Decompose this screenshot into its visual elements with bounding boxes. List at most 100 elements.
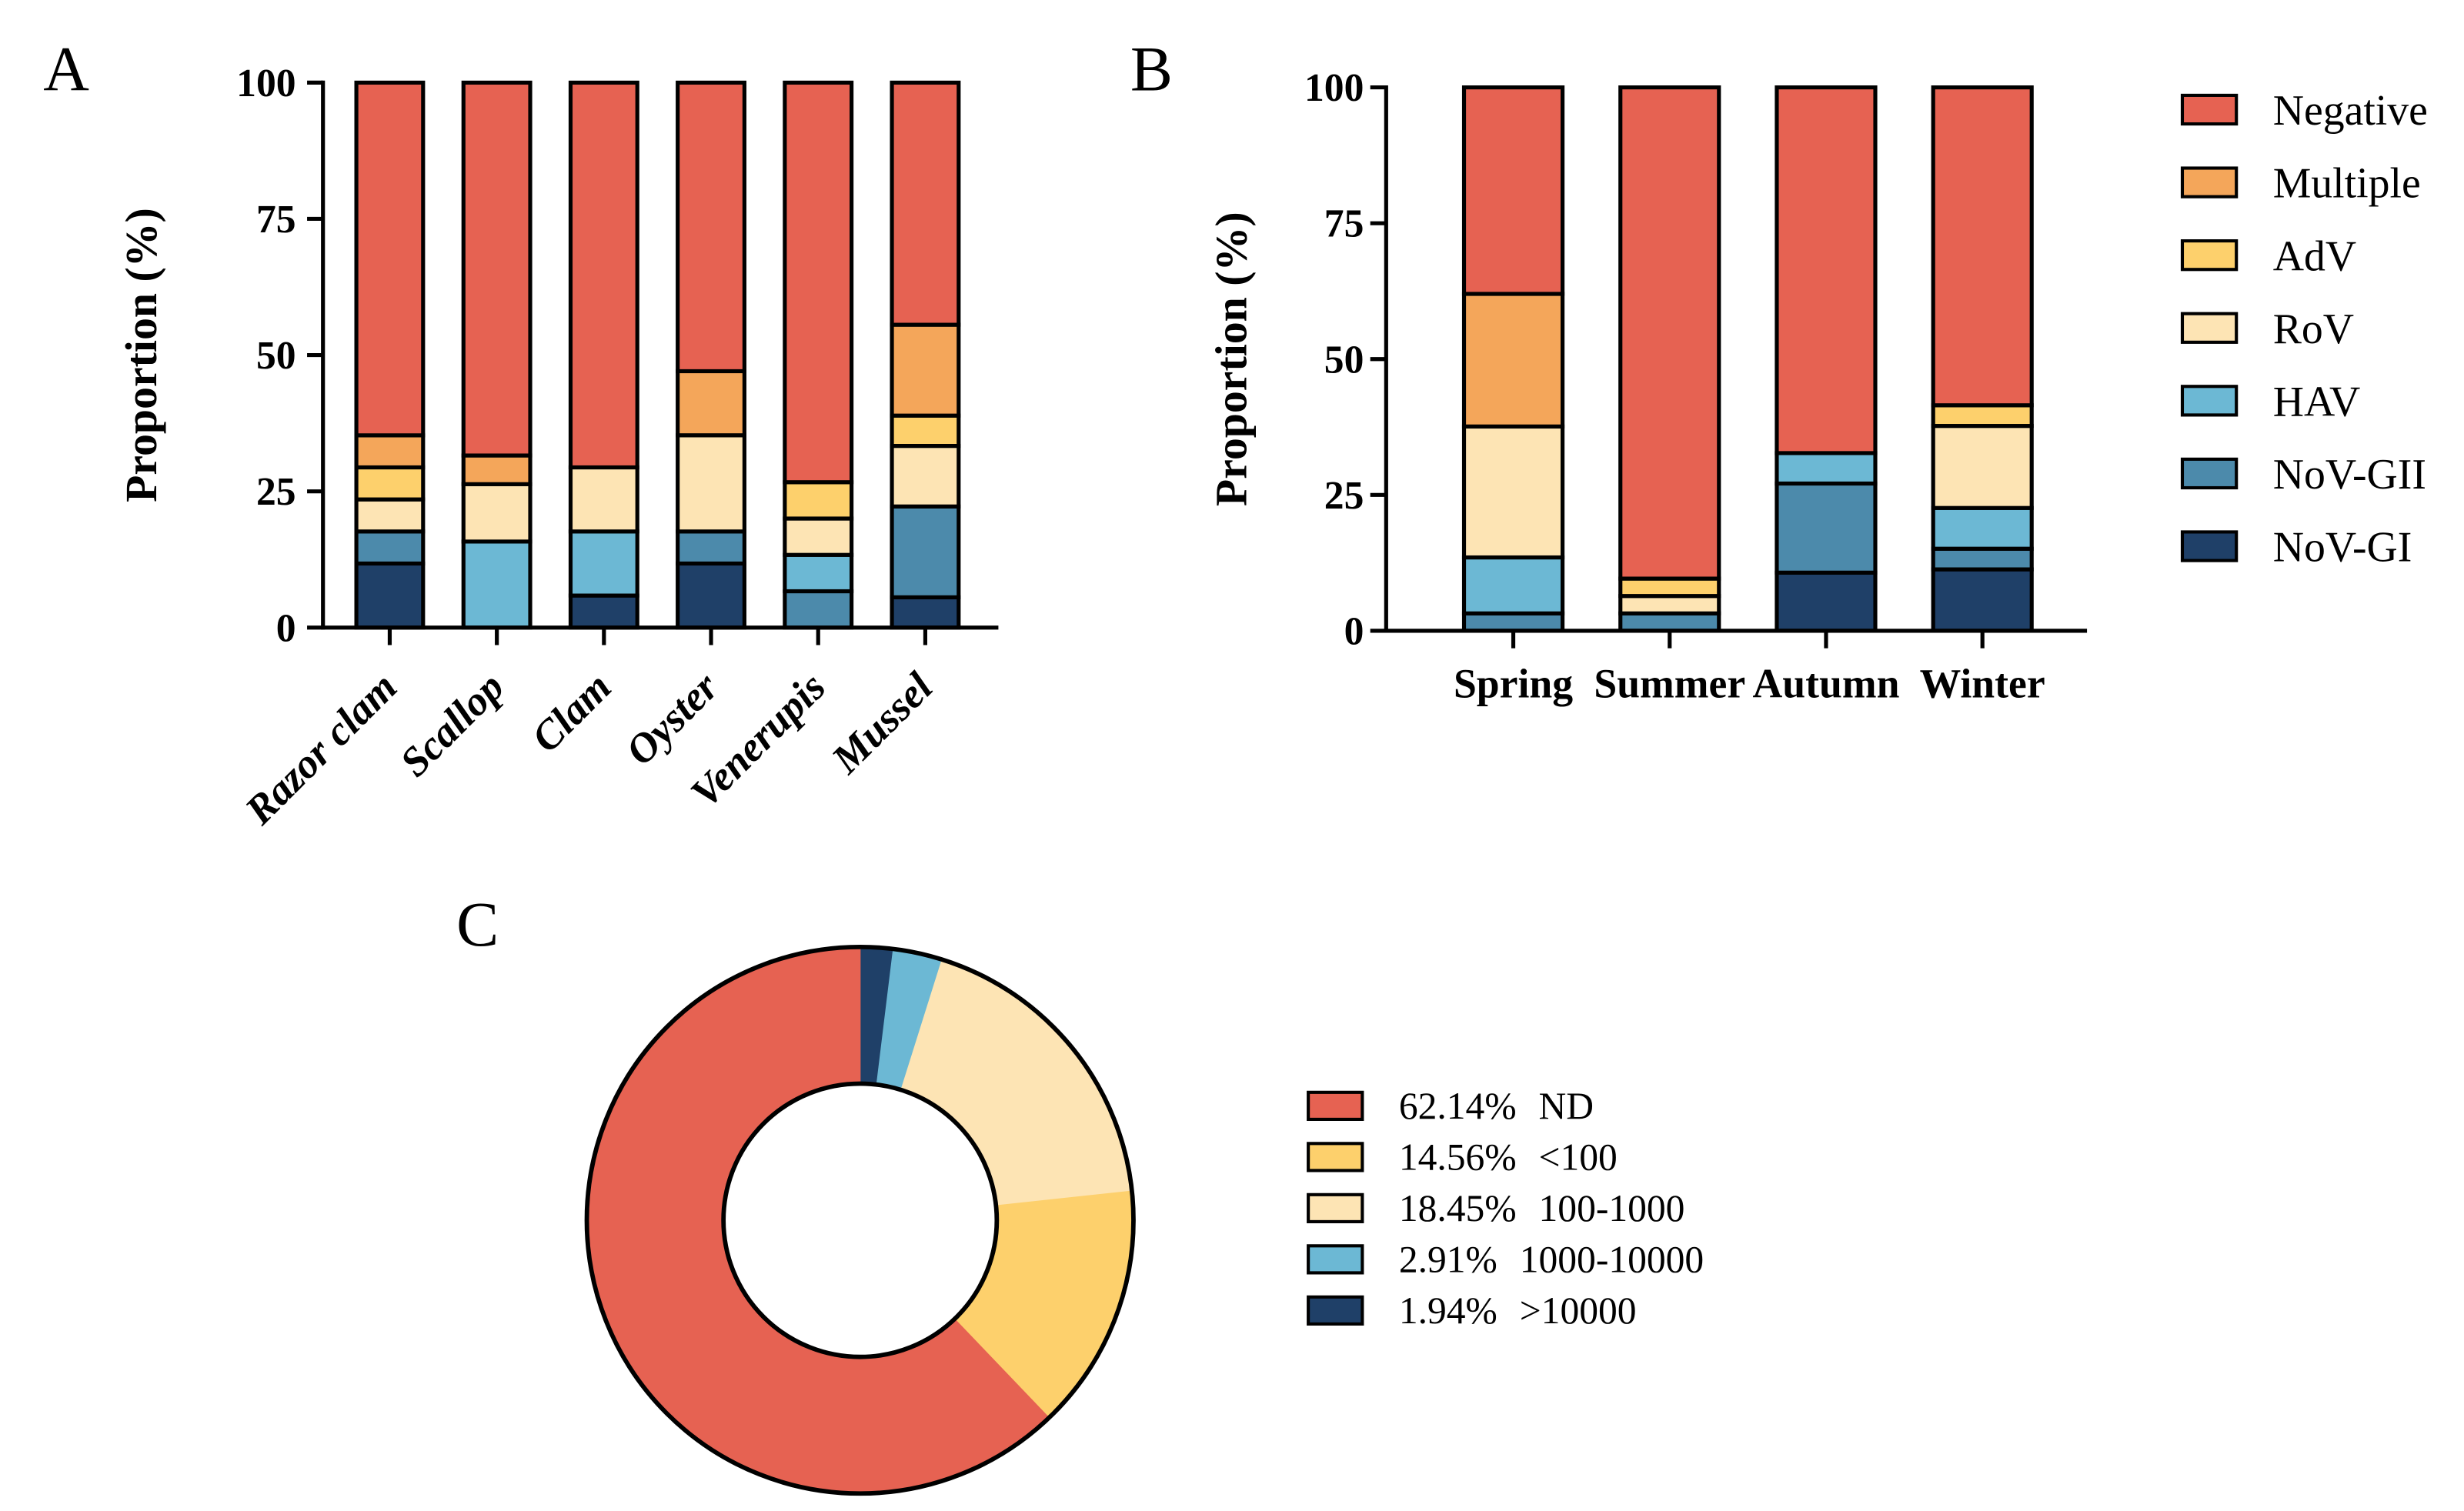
donut	[584, 944, 1136, 1496]
x-tick-label: Razor clam	[235, 663, 406, 833]
bar-segment-negative	[354, 80, 426, 438]
legend-category: 1000-10000	[1520, 1238, 1704, 1280]
bar-segment-hav	[461, 539, 533, 630]
y-tick-label: 25	[256, 470, 296, 514]
bar-segment-nov-gii	[1775, 481, 1878, 575]
bar-segment-rov	[783, 516, 854, 557]
legend-category: <100	[1539, 1136, 1618, 1178]
legend-item-hav: HAV	[2180, 378, 2361, 425]
legend-item-nov-gii: NoV-GII	[2180, 451, 2426, 499]
y-tick-label: 0	[1344, 609, 1364, 653]
legend-item-nov-gi: NoV-GI	[2180, 524, 2412, 572]
bar-segment-nov-gii	[783, 589, 854, 630]
legend-label: 62.14% ND	[1399, 1085, 1594, 1127]
bar-segment-rov	[568, 465, 639, 534]
panel-c: C 62.14% ND 14.56% <100 18.45% 100-1000 2.91% 10…	[456, 889, 1704, 1496]
bar-stack-winter	[1931, 85, 2034, 633]
x-tick-label: Scallop	[391, 663, 512, 785]
bar-segment-rov	[890, 444, 961, 509]
donut-hole	[721, 1081, 1000, 1359]
legend-label: AdV	[2273, 232, 2356, 280]
legend-category: 100-1000	[1539, 1187, 1685, 1229]
legend-swatch	[1307, 1244, 1364, 1275]
legend-label: HAV	[2273, 378, 2361, 425]
legend-item-100-1000: 18.45% 100-1000	[1307, 1187, 1685, 1229]
y-tick-label: 75	[1324, 202, 1364, 246]
legend-label: NoV-GII	[2273, 451, 2426, 499]
legend-category: >10000	[1520, 1289, 1637, 1332]
bar-segment-nov-gii	[1461, 611, 1565, 633]
y-axis-title: Proportion (%)	[116, 208, 166, 502]
bar-stack-autumn	[1775, 85, 1878, 633]
legend-item-gt-10000: 1.94% >10000	[1307, 1289, 1637, 1332]
legend-swatch	[2180, 385, 2239, 417]
bar-segment-rov	[354, 497, 426, 534]
bar-segment-hav	[1461, 555, 1565, 615]
legend: 62.14% ND 14.56% <100 18.45% 100-1000 2.91% 100…	[1307, 1085, 1704, 1332]
legend-label: Negative	[2273, 87, 2428, 135]
bar-stack-summer	[1618, 85, 1721, 633]
bar-segment-nov-gi	[1931, 567, 2034, 633]
legend-swatch	[1307, 1192, 1364, 1223]
y-tick-label: 100	[236, 62, 295, 105]
panel-label: C	[456, 889, 499, 959]
y-axis-title: Proportion (%)	[1207, 212, 1257, 506]
legend-item-rov: RoV	[2180, 305, 2354, 353]
legend-swatch	[2180, 239, 2239, 272]
y-tick-label: 50	[256, 334, 296, 378]
bar-segment-adv	[1931, 403, 2034, 429]
panel-label: A	[43, 34, 89, 105]
legend-swatch	[1307, 1142, 1364, 1172]
legend-percent: 18.45%	[1399, 1187, 1517, 1229]
x-tick-label: Summer	[1594, 661, 1745, 707]
bar-segment-negative	[1775, 85, 1878, 455]
bar-segment-negative	[1618, 85, 1721, 581]
legend-swatch	[1307, 1295, 1364, 1326]
legend-label: 2.91% 1000-10000	[1399, 1238, 1704, 1280]
bar-segment-multiple	[461, 453, 533, 486]
legend-item-1000-10000: 2.91% 1000-10000	[1307, 1238, 1704, 1280]
legend-label: 14.56% <100	[1399, 1136, 1618, 1178]
bar-segment-nov-gi	[890, 595, 961, 630]
legend-swatch	[2180, 166, 2239, 198]
bar-segment-hav	[1775, 451, 1878, 486]
legend-percent: 2.91%	[1399, 1238, 1497, 1280]
bar-stacks	[1461, 85, 2034, 633]
legend-percent: 62.14%	[1399, 1085, 1517, 1127]
bar-segment-rov	[676, 433, 746, 534]
x-tick-label: Mussel	[822, 663, 941, 782]
x-tick-label: Clam	[523, 663, 620, 761]
bar-segment-nov-gi	[354, 561, 426, 630]
y-tick-label: 0	[276, 606, 296, 650]
bar-segment-negative	[568, 80, 639, 470]
legend-label: 18.45% 100-1000	[1399, 1187, 1685, 1229]
bar-segment-adv	[354, 465, 426, 502]
legend-category: ND	[1539, 1085, 1594, 1127]
bar-segment-negative	[783, 80, 854, 485]
bar-segment-negative	[890, 80, 961, 327]
legend-percent: 14.56%	[1399, 1136, 1517, 1178]
bar-segment-nov-gii	[354, 529, 426, 566]
y-tick-label: 25	[1324, 474, 1364, 518]
bar-stack-mussel	[890, 80, 961, 630]
legend-item-lt-100: 14.56% <100	[1307, 1136, 1618, 1178]
bar-segment-negative	[1461, 85, 1565, 296]
bar-stack-razor-clam	[354, 80, 426, 630]
legend-item-negative: Negative	[2180, 87, 2428, 135]
legend-label: Multiple	[2273, 160, 2421, 208]
bar-stack-oyster	[676, 80, 746, 630]
bar-segment-negative	[1931, 85, 2034, 408]
bar-segment-adv	[1618, 576, 1721, 599]
panel-label: B	[1130, 34, 1173, 105]
y-tick-label: 75	[256, 198, 296, 242]
bar-segment-nov-gii	[1931, 546, 2034, 572]
legend-item-adv: AdV	[2180, 232, 2356, 280]
legend: Negative Multiple AdV RoV HAV NoV-GII NoV-GI	[2180, 87, 2428, 572]
bar-segment-nov-gi	[676, 561, 746, 630]
bar-segment-rov	[1931, 424, 2034, 510]
bar-segment-multiple	[1461, 292, 1565, 429]
bar-stacks	[354, 80, 961, 630]
legend-label: RoV	[2273, 305, 2354, 353]
bar-segment-adv	[783, 480, 854, 521]
